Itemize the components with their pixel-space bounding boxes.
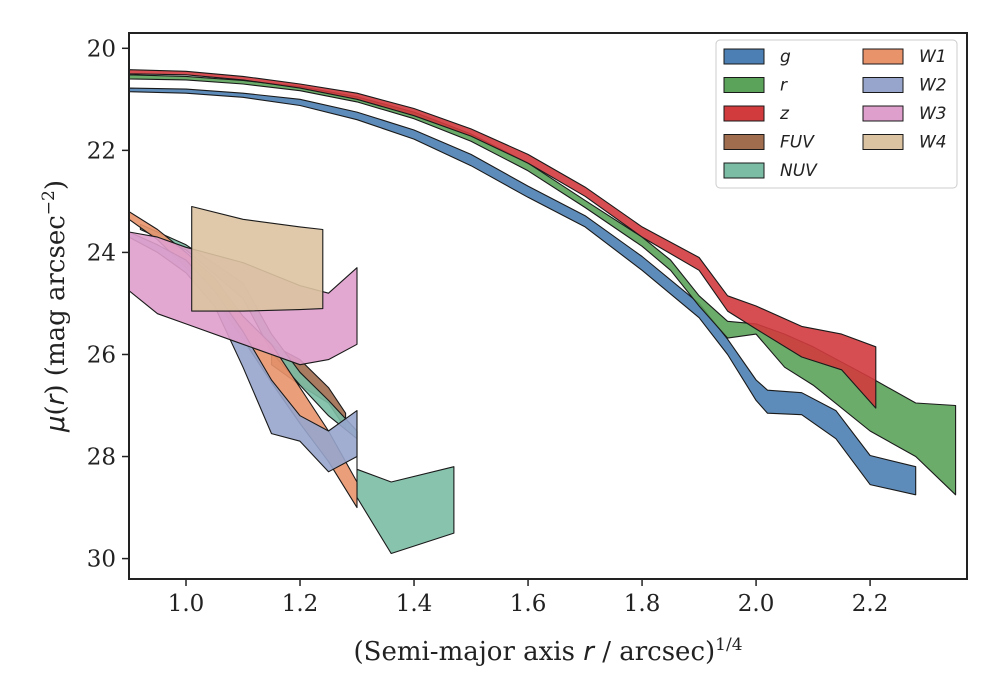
series-band-g <box>129 87 917 496</box>
x-tick-label: 2.0 <box>738 591 775 617</box>
legend-swatch-nuv <box>723 162 765 179</box>
y-tick-label: 22 <box>87 138 116 164</box>
y-axis-label: μ(r) (mag arcsec−2) <box>39 180 71 433</box>
legend-swatch-g <box>723 48 765 65</box>
legend-swatch-fuv <box>723 134 765 150</box>
series-layer <box>129 69 957 555</box>
series-band-z <box>129 69 877 409</box>
y-axis: 20 22 24 26 28 30 <box>87 36 129 573</box>
y-tick-label: 26 <box>87 342 116 368</box>
legend-label-w4: W4 <box>919 133 947 153</box>
legend-label-nuv: NUV <box>780 161 818 181</box>
legend-swatch-w2 <box>862 77 904 93</box>
x-tick-label: 1.0 <box>168 591 205 617</box>
x-tick-label: 1.6 <box>510 591 547 617</box>
x-axis: 1.0 1.2 1.4 1.6 1.8 2.0 2.2 <box>168 579 889 617</box>
legend-label-fuv: FUV <box>780 133 815 153</box>
plot-frame <box>128 32 968 580</box>
y-tick-label: 30 <box>87 547 116 573</box>
legend-swatch-z <box>723 105 765 122</box>
x-tick-label: 1.2 <box>282 591 319 617</box>
x-axis-label: (Semi-major axis r / arcsec)1/4 <box>353 635 742 667</box>
x-tick-label: 1.4 <box>396 591 433 617</box>
legend-swatch-r <box>723 77 765 93</box>
legend-label-w2: W2 <box>919 76 947 96</box>
legend-label-z: z <box>779 104 790 124</box>
legend-swatch-w4 <box>862 134 904 150</box>
legend-label-w1: W1 <box>919 47 947 67</box>
series-band-w4 <box>191 205 324 312</box>
legend-swatch-w1 <box>862 48 904 65</box>
plot-area <box>128 32 968 580</box>
y-tick-label: 24 <box>87 240 116 266</box>
x-tick-label: 2.2 <box>852 591 889 617</box>
legend-label-r: r <box>780 76 788 96</box>
y-tick-label: 28 <box>87 445 116 471</box>
x-tick-label: 1.8 <box>624 591 661 617</box>
y-tick-label: 20 <box>87 36 116 62</box>
legend-label-w3: W3 <box>919 104 947 124</box>
legend-swatch-w3 <box>862 105 904 122</box>
legend: grz FUV NUV W1 W2 W3 W4 <box>715 39 958 189</box>
legend-label-g: g <box>780 47 791 67</box>
